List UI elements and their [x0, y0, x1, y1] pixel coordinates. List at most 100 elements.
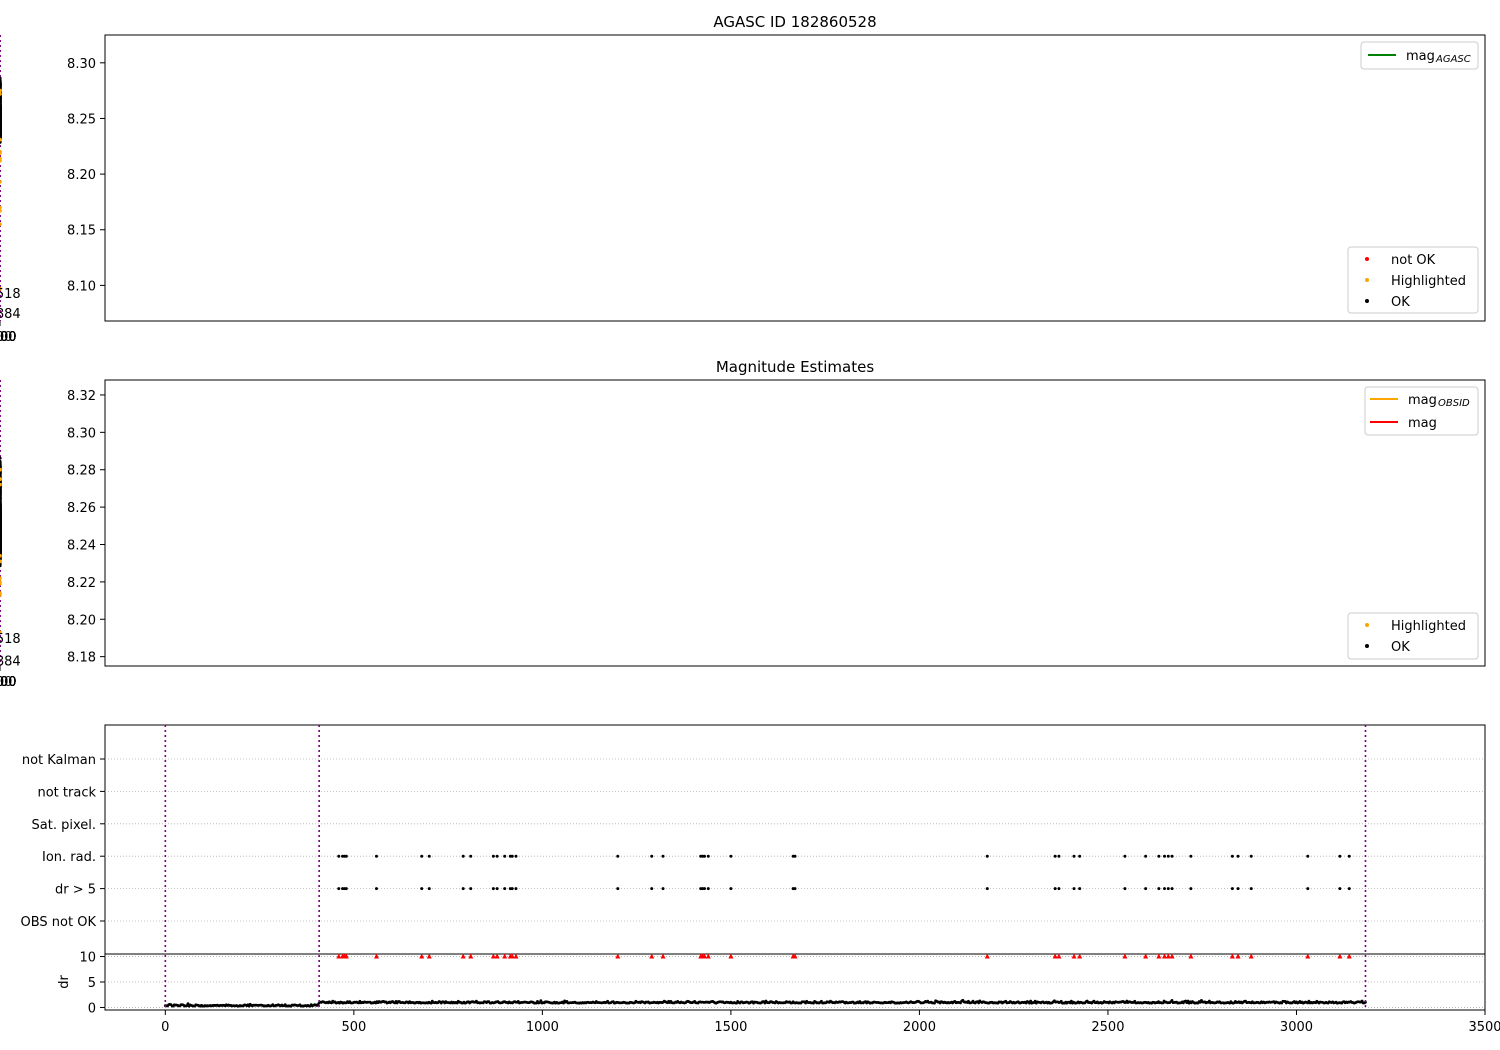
flag-point — [986, 855, 989, 858]
flag-point — [1073, 855, 1076, 858]
y-tick-label: 8.18 — [67, 651, 96, 666]
y-tick-label: 8.15 — [67, 224, 96, 239]
y-tick-label: 8.20 — [67, 613, 96, 628]
flag-point — [650, 887, 653, 890]
flag-category-label: dr > 5 — [55, 883, 96, 898]
y-tick-label: 8.32 — [67, 389, 96, 404]
flag-point — [503, 887, 506, 890]
flag-point — [1054, 887, 1057, 890]
flag-point — [1231, 855, 1234, 858]
legend-subscript: AGASC — [1435, 54, 1471, 65]
plot-frame — [105, 725, 1485, 1010]
dr-axis-label: dr — [57, 975, 72, 989]
flag-point — [1078, 855, 1081, 858]
flag-point — [1167, 887, 1170, 890]
flag-point — [703, 887, 706, 890]
flag-point — [1189, 887, 1192, 890]
y-tick-label: 8.30 — [67, 426, 96, 441]
flag-point — [420, 887, 423, 890]
flag-point — [375, 887, 378, 890]
flag-point — [503, 855, 506, 858]
flag-point — [511, 855, 514, 858]
flag-point — [616, 855, 619, 858]
legend-marker — [1365, 644, 1369, 648]
flag-point — [1348, 855, 1351, 858]
flag-point — [428, 887, 431, 890]
dr-tick-label: 10 — [79, 951, 96, 966]
flag-point — [794, 887, 797, 890]
legend-label: OK — [1391, 295, 1410, 310]
y-tick-label: 8.26 — [67, 501, 96, 516]
y-tick-label: 8.28 — [67, 464, 96, 479]
y-tick-label: 8.10 — [67, 279, 96, 294]
flag-point — [1250, 887, 1253, 890]
flag-point — [1250, 855, 1253, 858]
flag-point — [1167, 855, 1170, 858]
flag-point — [1237, 855, 1240, 858]
x-tick-label: 3500 — [0, 675, 17, 690]
flag-point — [1123, 887, 1126, 890]
flag-point — [1338, 887, 1341, 890]
flag-point — [662, 887, 665, 890]
highlighted-point — [0, 222, 2, 226]
flag-point — [794, 855, 797, 858]
flag-point — [1306, 887, 1309, 890]
plot-frame — [105, 35, 1485, 321]
flag-category-label: Ion. rad. — [42, 850, 96, 865]
flag-point — [703, 855, 706, 858]
flag-point — [375, 855, 378, 858]
flag-point — [1078, 887, 1081, 890]
obsid-label: 47518 — [0, 632, 21, 647]
y-tick-label: 8.25 — [67, 112, 96, 127]
y-tick-label: 8.20 — [67, 168, 96, 183]
flag-point — [707, 887, 710, 890]
flag-point — [986, 887, 989, 890]
highlighted-point — [0, 576, 2, 580]
flag-point — [1237, 887, 1240, 890]
flag-category-label: not track — [37, 785, 96, 800]
legend-label: Highlighted — [1391, 274, 1466, 289]
flag-point — [469, 887, 472, 890]
flag-point — [1171, 855, 1174, 858]
flag-point — [650, 855, 653, 858]
legend-label: mag — [1406, 49, 1435, 64]
flag-point — [729, 855, 732, 858]
flag-category-label: not Kalman — [22, 753, 96, 768]
light-curve-panel: AGASC ID 182860528 518844751805001000150… — [0, 13, 1485, 345]
dr-tick-label: 5 — [88, 976, 96, 991]
flag-category-label: OBS not OK — [21, 915, 97, 930]
flag-point — [1057, 855, 1060, 858]
plot-frame — [105, 380, 1485, 666]
flag-point — [469, 855, 472, 858]
legend-marker — [1365, 623, 1369, 627]
flag-point — [1189, 855, 1192, 858]
y-tick-label: 8.24 — [67, 538, 96, 553]
obsid-label: 47518 — [0, 287, 21, 302]
flag-point — [1306, 855, 1309, 858]
flag-point — [1348, 887, 1351, 890]
flag-point — [496, 887, 499, 890]
x-tick-label: 3500 — [0, 330, 17, 345]
flag-point — [616, 887, 619, 890]
flag-point — [514, 887, 517, 890]
flag-point — [1123, 855, 1126, 858]
legend-label: Highlighted — [1391, 619, 1466, 634]
flag-point — [1144, 887, 1147, 890]
flag-point — [1157, 887, 1160, 890]
flag-point — [428, 855, 431, 858]
magnitude-estimates-panel: Magnitude Estimates 51884475180500100015… — [0, 358, 1485, 690]
y-tick-label: 8.30 — [67, 57, 96, 72]
legend-marker — [1365, 299, 1369, 303]
flag-point — [462, 887, 465, 890]
flag-point — [337, 855, 340, 858]
panel-title: AGASC ID 182860528 — [713, 13, 876, 31]
legend-label: mag — [1408, 416, 1437, 431]
obsid-label: 51884 — [0, 654, 21, 669]
flag-point — [707, 855, 710, 858]
flag-point — [337, 887, 340, 890]
legend-label: mag — [1408, 393, 1437, 408]
highlighted-point — [0, 209, 2, 213]
flag-point — [1231, 887, 1234, 890]
